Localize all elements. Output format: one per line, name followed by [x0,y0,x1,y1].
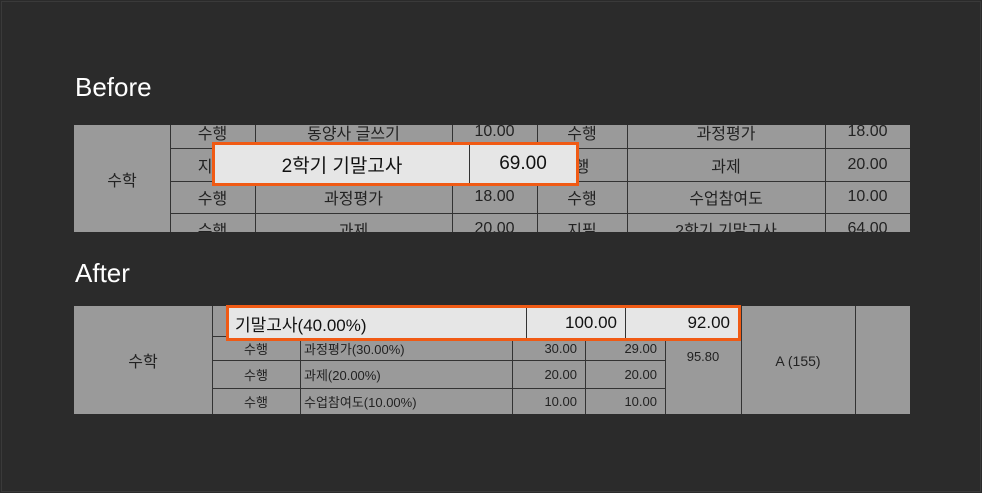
highlight-value: 69.00 [499,153,547,174]
highlight-name: 기말고사(40.00%) [235,315,367,335]
table-cell: 수행 [197,191,228,208]
table-cell: 수행 [244,394,268,410]
table-cell: 과제 [711,158,741,176]
table-cell: 수행 [197,223,228,232]
table-cell: 수업참여도 [689,191,763,208]
highlight-score: 92.00 [687,313,730,332]
highlight-max: 100.00 [565,313,617,332]
grid-line [825,125,826,232]
grid-line [170,125,171,232]
grade-cell: A (155) [775,353,821,369]
table-cell: 20.00 [474,220,515,232]
before-label: Before [75,72,152,102]
table-cell: 수행 [244,367,268,383]
table-cell: 2학기 기말고사 [675,223,777,232]
table-cell: 20.00 [847,155,888,173]
table-cell: 10.00 [474,125,515,140]
table-cell: 과정평가 [696,126,756,143]
total-cell: 95.80 [686,348,720,364]
grid-line [212,360,665,361]
table-cell: 수행 [244,341,268,357]
table-cell: 수행 [197,126,228,143]
table-cell: 지필 [567,223,597,232]
table-cell: 10.00 [624,393,657,409]
table-cell: 과정평가(30.00%) [304,341,405,357]
table-cell: 수업참여도(10.00%) [304,394,417,410]
grid-line [741,306,742,414]
table-cell: 수행 [567,191,597,208]
table-cell: 18.00 [474,188,515,205]
table-cell: 30.00 [544,340,577,356]
table-cell: 64.00 [847,220,888,232]
table-cell: 10.00 [847,188,888,205]
table-cell: 20.00 [544,366,577,382]
table-cell: 과제(20.00%) [304,367,381,383]
table-cell: 수행 [567,126,597,143]
grid-line [855,306,856,414]
grid-line [627,125,628,232]
subject-cell: 수학 [128,354,158,371]
table-cell: 29.00 [624,340,657,356]
table-cell: 과정평가 [324,191,383,208]
table-cell: 동양사 글쓰기 [307,126,400,143]
table-cell: 10.00 [544,393,577,409]
highlight-name: 2학기 기말고사 [281,155,403,177]
grid-line [665,306,666,414]
grid-line [170,213,910,214]
table-cell: 20.00 [624,366,657,382]
table-cell: 과제 [338,223,369,232]
table-cell: 18.00 [847,125,888,140]
before-highlight: 2학기 기말고사 69.00 [212,142,579,186]
after-highlight: 기말고사(40.00%) 100.00 92.00 [226,305,741,341]
after-label: After [75,258,130,288]
after-table: 수학 수행 과정평가(30.00%) 30.00 29.00 수행 과제(20.00%) 20… [74,306,910,414]
grid-line [212,388,665,389]
subject-cell: 수학 [107,172,137,190]
